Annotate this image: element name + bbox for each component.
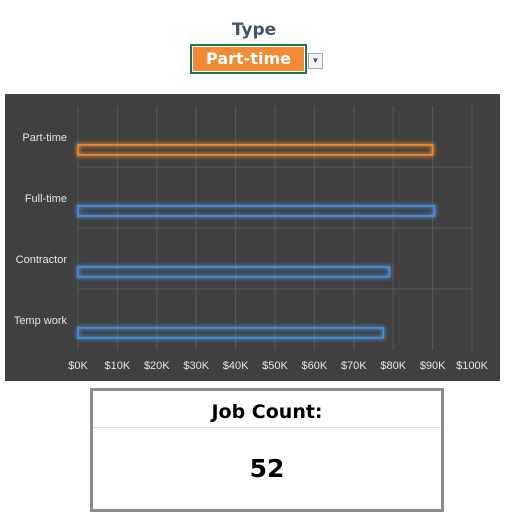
job-count-card: Job Count: 52 [90, 388, 444, 512]
filter-label: Type [231, 20, 277, 40]
bar-contractor[interactable] [77, 266, 391, 278]
category-label: Part-time [22, 132, 67, 144]
bar-temp-work[interactable] [77, 327, 385, 339]
category-label: Full-time [25, 193, 67, 205]
category-label: Contractor [16, 254, 68, 266]
job-count-value: 52 [249, 454, 285, 483]
type-filter-selected-value[interactable]: Part-time [190, 44, 307, 74]
x-tick-label: $0K [68, 360, 88, 372]
dropdown-arrow-icon[interactable]: ▼ [308, 53, 323, 69]
x-tick-label: $100K [456, 360, 488, 372]
x-tick-label: $70K [341, 360, 367, 372]
x-tick-label: $30K [183, 360, 209, 372]
bar-chart-svg: $0K $10K $20K $30K $40K $50K $60K $70K $80K $90K $… [14, 106, 489, 372]
x-tick-label: $80K [380, 360, 406, 372]
category-label: Temp work [14, 315, 68, 327]
job-count-divider [93, 427, 441, 428]
x-tick-label: $90K [420, 360, 446, 372]
x-tick-label: $50K [262, 360, 288, 372]
x-tick-label: $60K [302, 360, 328, 372]
bar-full-time[interactable] [77, 205, 436, 217]
job-count-label: Job Count: [211, 401, 323, 423]
bar-part-time[interactable] [77, 144, 434, 156]
x-tick-label: $20K [144, 360, 170, 372]
x-tick-label: $10K [105, 360, 131, 372]
x-tick-label: $40K [223, 360, 249, 372]
salary-by-type-chart: $0K $10K $20K $30K $40K $50K $60K $70K $80K $90K $… [5, 94, 500, 381]
